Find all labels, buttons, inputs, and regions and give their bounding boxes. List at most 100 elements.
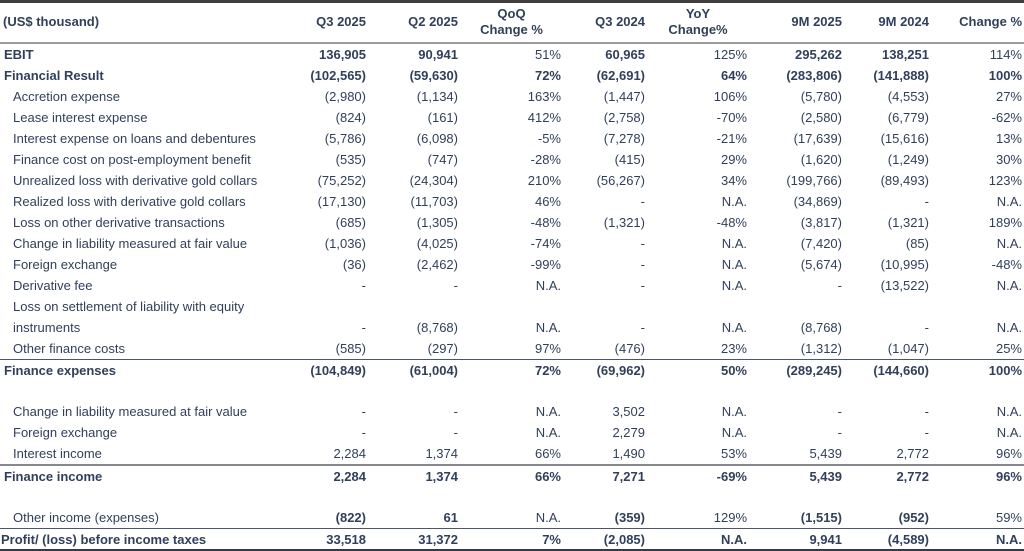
table-row: Finance cost on post-employment benefit (… xyxy=(0,149,1024,170)
cell-qoq-change: 412% xyxy=(527,110,561,125)
table-row: EBIT 136,905 90,941 51% 60,965 125% 295,262 138… xyxy=(0,43,1024,65)
cell-9m-2024: (15,616) xyxy=(880,131,929,146)
cell-q3-2025: - xyxy=(361,278,366,293)
cell-q2-2025: 1,374 xyxy=(368,464,460,487)
cell-q3-2025: (75,252) xyxy=(317,173,366,188)
cell-yoy-change: -48% xyxy=(716,215,747,230)
cell-change-9m: 189% xyxy=(988,215,1022,230)
cell-yoy-change: 29% xyxy=(720,152,747,167)
cell-yoy-change: 50% xyxy=(647,359,749,381)
cell-qoq-change: N.A. xyxy=(535,510,561,525)
cell-q3-2024: - xyxy=(640,278,645,293)
cell-q3-2024: (2,085) xyxy=(563,528,647,549)
cell-yoy-change: 23% xyxy=(720,341,747,356)
cell-9m-2024: 2,772 xyxy=(844,464,931,487)
cell-change-9m: 100% xyxy=(988,68,1022,83)
cell-change-9m: 123% xyxy=(988,173,1022,188)
cell-q3-2024: 2,279 xyxy=(612,425,645,440)
cell-q2-2025: 1,374 xyxy=(425,446,458,461)
table-row: Loss on settlement of liability with equ… xyxy=(0,296,1024,338)
cell-q3-2024: (415) xyxy=(614,152,645,167)
cell-change-9m: 13% xyxy=(995,131,1022,146)
cell-q2-2025: (11,703) xyxy=(410,194,458,209)
column-header-q2-2025: Q2 2025 xyxy=(368,3,460,44)
cell-qoq-change: 210% xyxy=(527,173,561,188)
cell-qoq-change: 66% xyxy=(460,464,563,487)
column-header-q3-2024: Q3 2024 xyxy=(563,3,647,44)
cell-9m-2024: - xyxy=(924,320,929,335)
cell-q2-2025: (4,025) xyxy=(416,236,458,251)
spacer-cell xyxy=(0,487,1024,507)
cell-q3-2025: (102,565) xyxy=(310,68,366,83)
table-row: Realized loss with derivative gold colla… xyxy=(0,191,1024,212)
table-row: Accretion expense (2,980) (1,134) 163% (1,44… xyxy=(0,86,1024,107)
table-body: EBIT 136,905 90,941 51% 60,965 125% 295,262 138… xyxy=(0,43,1024,549)
row-label: Other income (expenses) xyxy=(13,510,159,525)
cell-qoq-change: N.A. xyxy=(535,320,561,335)
cell-change-9m: 96% xyxy=(995,446,1022,461)
cell-yoy-change: N.A. xyxy=(721,278,747,293)
cell-9m-2025: 5,439 xyxy=(749,464,844,487)
cell-yoy-change: N.A. xyxy=(721,236,747,251)
cell-q3-2024: (62,691) xyxy=(596,68,645,83)
cell-change-9m: -62% xyxy=(991,110,1022,125)
cell-9m-2025: - xyxy=(837,278,842,293)
table-row: Unrealized loss with derivative gold col… xyxy=(0,170,1024,191)
cell-9m-2025: 9,941 xyxy=(749,528,844,549)
cell-q3-2024: 1,490 xyxy=(612,446,645,461)
cell-q2-2025: 61 xyxy=(443,510,458,525)
cell-9m-2024: (141,888) xyxy=(873,68,929,83)
cell-9m-2025: (5,780) xyxy=(800,89,842,104)
cell-change-9m: N.A. xyxy=(996,194,1022,209)
table-row: Interest expense on loans and debentures… xyxy=(0,128,1024,149)
cell-q3-2025: (5,786) xyxy=(324,131,366,146)
row-label: Realized loss with derivative gold colla… xyxy=(13,194,246,209)
cell-q3-2024: (7,278) xyxy=(603,131,645,146)
row-label: Profit/ (loss) before income taxes xyxy=(0,528,296,549)
cell-qoq-change: -99% xyxy=(530,257,561,272)
cell-change-9m: N.A. xyxy=(996,236,1022,251)
cell-q3-2025: - xyxy=(361,320,366,335)
cell-qoq-change: N.A. xyxy=(535,404,561,419)
cell-change-9m: 25% xyxy=(995,341,1022,356)
cell-change-9m: N.A. xyxy=(996,320,1022,335)
table-row: Change in liability measured at fair val… xyxy=(0,401,1024,422)
spacer-row xyxy=(0,487,1024,507)
cell-q3-2025: (685) xyxy=(335,215,366,230)
cell-change-9m: 30% xyxy=(995,152,1022,167)
cell-9m-2025: (199,766) xyxy=(786,173,842,188)
cell-q2-2025: - xyxy=(453,404,458,419)
cell-q3-2024: - xyxy=(640,320,645,335)
cell-qoq-change: -48% xyxy=(530,215,561,230)
cell-change-9m: N.A. xyxy=(996,278,1022,293)
table-row: Other income (expenses) (822) 61 N.A. (359) 1… xyxy=(0,507,1024,529)
header-row: (US$ thousand) Q3 2025 Q2 2025 QoQ Chang… xyxy=(0,3,1024,44)
cell-q3-2024: (56,267) xyxy=(596,173,645,188)
cell-q3-2024: (69,962) xyxy=(563,359,647,381)
cell-q3-2024: - xyxy=(640,236,645,251)
cell-q3-2025: 33,518 xyxy=(296,528,368,549)
row-label: Lease interest expense xyxy=(13,110,148,125)
unit-label-header: (US$ thousand) xyxy=(0,3,296,44)
cell-9m-2024: (89,493) xyxy=(880,173,929,188)
cell-9m-2024: - xyxy=(924,194,929,209)
cell-q3-2024: (2,758) xyxy=(603,110,645,125)
table-row: Foreign exchange - - N.A. 2,279 N.A. - - N.A. xyxy=(0,422,1024,443)
cell-9m-2025: 5,439 xyxy=(809,446,842,461)
cell-9m-2025: (7,420) xyxy=(800,236,842,251)
cell-change-9m: 59% xyxy=(995,510,1022,525)
cell-9m-2025: (2,580) xyxy=(800,110,842,125)
cell-9m-2025: - xyxy=(837,425,842,440)
cell-q3-2025: (824) xyxy=(335,110,366,125)
cell-9m-2024: (144,660) xyxy=(844,359,931,381)
cell-9m-2024: (1,249) xyxy=(887,152,929,167)
cell-9m-2025: (289,245) xyxy=(749,359,844,381)
cell-q3-2024: - xyxy=(640,194,645,209)
cell-qoq-change: 46% xyxy=(534,194,561,209)
column-header-yoy-change: YoY Change% xyxy=(647,3,749,44)
cell-yoy-change: N.A. xyxy=(647,528,749,549)
table-row: Lease interest expense (824) (161) 412% (2,7… xyxy=(0,107,1024,128)
cell-yoy-change: 64% xyxy=(720,68,747,83)
row-label: Foreign exchange xyxy=(13,257,118,272)
